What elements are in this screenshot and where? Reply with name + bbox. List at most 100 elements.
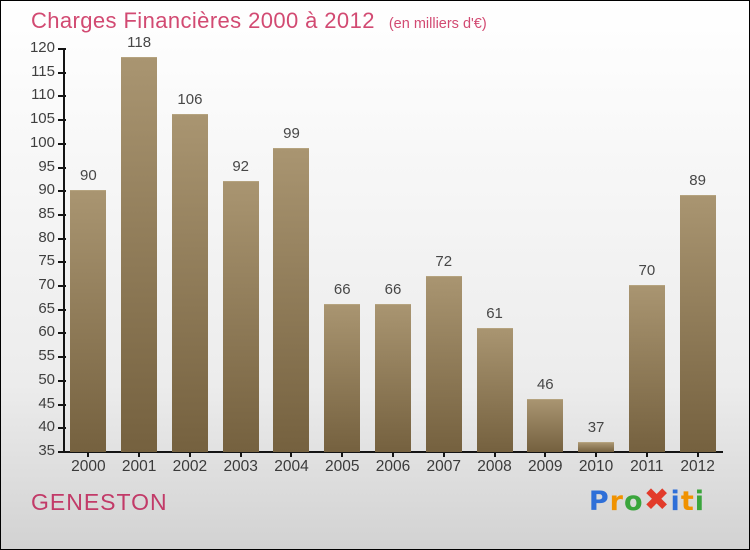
logo-letter: t <box>680 486 695 517</box>
y-tick <box>58 48 66 50</box>
bar-value-label: 46 <box>536 375 554 393</box>
bar-value-label: 99 <box>283 124 300 142</box>
y-tick <box>58 166 66 169</box>
x-tick <box>595 453 598 457</box>
bar <box>121 57 158 452</box>
bar <box>476 327 513 452</box>
x-tick-label: 2002 <box>172 458 208 475</box>
y-tick-label: 90 <box>38 181 55 199</box>
x-tick <box>341 453 344 457</box>
x-tick-label: 2007 <box>426 458 461 475</box>
y-tick <box>58 95 66 98</box>
x-tick-label: 2001 <box>121 458 157 475</box>
bar <box>171 114 208 452</box>
x-tick <box>442 453 445 457</box>
y-tick-label: 100 <box>29 133 55 151</box>
x-tick-label: 2006 <box>375 458 411 475</box>
y-tick-label: 85 <box>38 204 55 222</box>
y-tick <box>58 190 66 193</box>
y-tick-label: 40 <box>38 418 55 436</box>
bar-value-label: 70 <box>638 262 656 280</box>
bar-value-label: 90 <box>80 167 97 185</box>
y-tick <box>58 427 66 430</box>
x-tick <box>493 453 496 457</box>
x-tick <box>239 453 242 457</box>
logo-letter: i <box>670 486 681 517</box>
y-tick-label: 80 <box>38 228 55 246</box>
location-label: GENESTON <box>31 489 168 515</box>
bar-value-label: 37 <box>587 418 605 436</box>
x-axis <box>63 451 723 453</box>
x-tick-label: 2004 <box>274 458 309 475</box>
y-tick <box>58 261 66 264</box>
x-tick-label: 2010 <box>578 458 614 475</box>
y-tick <box>58 451 66 453</box>
y-tick-label: 65 <box>38 299 55 317</box>
y-tick <box>58 119 66 122</box>
x-tick <box>645 453 648 457</box>
y-tick <box>58 332 66 335</box>
chart-title: Charges Financières 2000 à 2012 <box>31 8 375 33</box>
y-tick <box>58 71 66 74</box>
bar-value-label: 118 <box>127 34 152 52</box>
bar <box>578 441 615 452</box>
x-tick-label: 2003 <box>223 458 258 475</box>
bar <box>273 147 310 452</box>
chart-subtitle: (en milliers d'€) <box>388 16 487 32</box>
proxiti-logo: Pro✖iti <box>588 482 705 518</box>
y-tick-label: 35 <box>38 442 55 459</box>
bar-value-label: 92 <box>232 157 250 175</box>
x-tick-label: 2009 <box>528 458 563 475</box>
x-tick-label: 2011 <box>630 458 664 475</box>
x-tick <box>138 453 141 457</box>
y-tick-label: 50 <box>38 370 55 388</box>
logo-letter: P <box>588 486 610 517</box>
bar <box>375 304 411 452</box>
bar <box>527 398 564 452</box>
y-tick <box>58 356 66 359</box>
logo-letter: o <box>624 486 644 517</box>
y-tick-label: 115 <box>31 62 55 80</box>
x-tick <box>87 453 90 457</box>
chart-header: Charges Financières 2000 à 2012 (en mill… <box>31 8 487 34</box>
y-tick-label: 55 <box>38 347 55 365</box>
y-tick-label: 45 <box>38 394 55 412</box>
x-tick <box>544 453 547 457</box>
y-tick <box>58 379 66 382</box>
x-tick <box>696 453 699 457</box>
y-tick-label: 70 <box>38 276 55 294</box>
y-tick <box>58 237 66 240</box>
bar-value-label: 66 <box>333 281 351 299</box>
bar-value-label: 106 <box>177 91 203 109</box>
bar-value-label: 89 <box>689 171 706 189</box>
logo-letter: i <box>694 486 705 517</box>
bar-value-label: 66 <box>384 281 402 299</box>
bar <box>222 180 259 452</box>
y-tick <box>58 213 66 216</box>
x-tick-label: 2012 <box>680 458 715 475</box>
y-tick <box>58 403 66 406</box>
bar <box>324 304 361 452</box>
y-tick-label: 75 <box>38 252 55 270</box>
logo-letter: ✖ <box>643 482 671 518</box>
x-tick <box>290 453 293 457</box>
bar <box>70 190 107 452</box>
x-tick-label: 2005 <box>324 458 360 475</box>
bar <box>628 285 665 452</box>
y-tick-label: 110 <box>31 86 55 104</box>
y-tick-label: 105 <box>29 110 55 128</box>
bar-value-label: 61 <box>486 304 503 322</box>
bar-value-label: 72 <box>435 252 453 270</box>
y-tick-label: 60 <box>38 323 55 341</box>
x-tick-label: 2008 <box>477 458 512 475</box>
logo-letter: r <box>609 486 624 517</box>
x-tick <box>188 453 191 457</box>
x-tick <box>392 453 394 457</box>
y-tick <box>58 308 66 311</box>
y-tick-label: 95 <box>38 157 55 175</box>
bar <box>425 275 462 452</box>
y-axis <box>63 48 65 451</box>
y-tick-label: 120 <box>29 39 55 56</box>
